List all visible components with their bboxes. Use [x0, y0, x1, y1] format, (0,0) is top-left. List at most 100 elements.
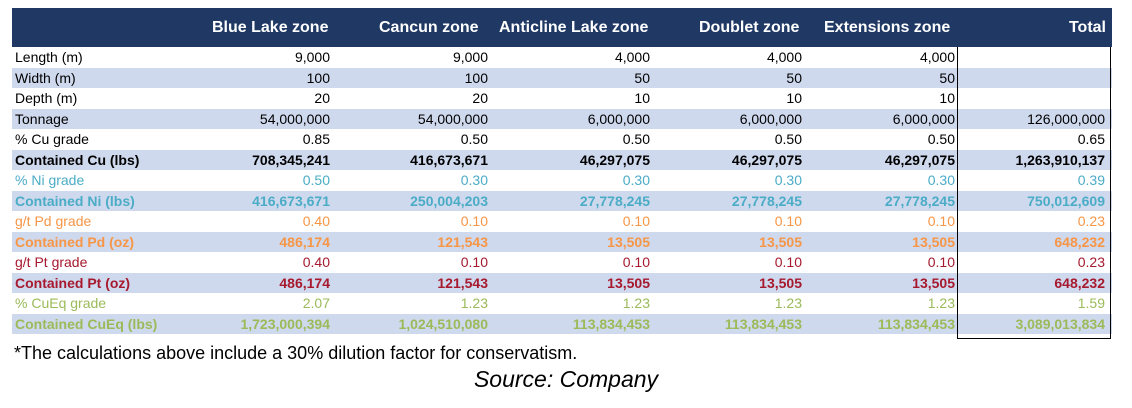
cell-anticline-lake: 0.50: [622, 131, 650, 147]
table-row: Width (m) 100 100 50 50 50: [12, 67, 1112, 88]
cell-cancun: 0.50: [460, 131, 488, 147]
cell-cancun: 121,543: [437, 233, 488, 250]
cell-cancun: 0.10: [460, 213, 488, 229]
cell-cancun: 54,000,000: [417, 110, 488, 127]
cell-doublet: 13,505: [759, 233, 802, 250]
row-label: % Cu grade: [15, 131, 89, 147]
cell-anticline-lake: 113,834,453: [572, 315, 650, 332]
cell-cancun: 0.30: [460, 172, 488, 188]
cell-total: 648,232: [1054, 274, 1105, 291]
row-label: g/t Pt grade: [15, 254, 88, 270]
table-row: Contained Cu (lbs) 708,345,241 416,673,671…: [12, 149, 1112, 170]
table-row: g/t Pt grade 0.40 0.10 0.10 0.10 0.10 0.23: [12, 252, 1112, 273]
header-cancun-zone: Cancun zone: [379, 19, 479, 36]
cell-anticline-lake: 6,000,000: [587, 110, 650, 127]
cell-blue-lake: 0.85: [302, 131, 330, 147]
cell-doublet: 1.23: [774, 295, 802, 311]
row-label: % CuEq grade: [15, 295, 107, 311]
cell-cancun: 100: [464, 69, 488, 86]
row-label: Depth (m): [15, 90, 78, 106]
cell-total: 0.65: [1077, 131, 1105, 147]
header-anticline-lake-zone: Anticline Lake zone: [499, 19, 649, 36]
cell-extensions: 10: [939, 90, 955, 106]
cell-extensions: 0.30: [927, 172, 955, 188]
cell-anticline-lake: 13,505: [607, 274, 650, 291]
cell-extensions: 6,000,000: [892, 110, 955, 127]
cell-total: 0.23: [1077, 254, 1105, 270]
table-row: Contained Ni (lbs) 416,673,671 250,004,203…: [12, 190, 1112, 211]
cell-extensions: 27,778,245: [884, 192, 955, 209]
cell-blue-lake: 1,723,000,394: [240, 315, 330, 332]
table-row: Length (m) 9,000 9,000 4,000 4,000 4,000: [12, 47, 1112, 68]
cell-doublet: 0.10: [774, 254, 802, 270]
table-row: Contained CuEq (lbs) 1,723,000,394 1,024,5…: [12, 313, 1112, 334]
row-label: Contained CuEq (lbs): [15, 315, 158, 332]
table-row: % Cu grade 0.85 0.50 0.50 0.50 0.50 0.65: [12, 129, 1112, 150]
cell-extensions: 50: [939, 69, 955, 86]
cell-blue-lake: 0.50: [302, 172, 330, 188]
cell-blue-lake: 100: [306, 69, 330, 86]
cell-cancun: 1.23: [460, 295, 488, 311]
table-row: g/t Pd grade 0.40 0.10 0.10 0.10 0.10 0.23: [12, 211, 1112, 232]
table-row: % CuEq grade 2.07 1.23 1.23 1.23 1.23 1.59: [12, 293, 1112, 314]
cell-anticline-lake: 27,778,245: [579, 192, 650, 209]
cell-total: 0.23: [1077, 213, 1105, 229]
footnote: *The calculations above include a 30% di…: [14, 343, 578, 363]
header-divider: [957, 47, 958, 86]
cell-total: 3,089,013,834: [1015, 315, 1105, 332]
cell-total: 1.59: [1077, 295, 1105, 311]
cell-cancun: 9,000: [452, 49, 488, 65]
cell-cancun: 0.10: [460, 254, 488, 270]
cell-doublet: 13,505: [759, 274, 802, 291]
cell-doublet: 0.10: [774, 213, 802, 229]
table-header-row: Blue Lake zone Cancun zone Anticline Lak…: [12, 8, 1112, 47]
cell-cancun: 20: [472, 90, 488, 106]
row-label: Contained Cu (lbs): [15, 151, 140, 168]
cell-anticline-lake: 0.10: [622, 254, 650, 270]
cell-blue-lake: 0.40: [302, 213, 330, 229]
cell-extensions: 1.23: [927, 295, 955, 311]
cell-cancun: 1,024,510,080: [398, 315, 488, 332]
cell-extensions: 0.10: [927, 254, 955, 270]
cell-anticline-lake: 10: [634, 90, 650, 106]
cell-blue-lake: 708,345,241: [252, 151, 330, 168]
cell-blue-lake: 486,174: [279, 274, 330, 291]
cell-blue-lake: 9,000: [294, 49, 330, 65]
cell-total: 126,000,000: [1027, 110, 1105, 127]
cell-extensions: 113,834,453: [877, 315, 955, 332]
row-label: Length (m): [15, 49, 83, 65]
source-caption: Source: Company: [473, 366, 659, 392]
cell-doublet: 27,778,245: [731, 192, 802, 209]
cell-doublet: 113,834,453: [724, 315, 802, 332]
cell-cancun: 121,543: [437, 274, 488, 291]
cell-blue-lake: 2.07: [302, 295, 330, 311]
cell-total: 648,232: [1054, 233, 1105, 250]
cell-blue-lake: 0.40: [302, 254, 330, 270]
header-extensions-zone: Extensions zone: [824, 19, 951, 36]
row-label: Width (m): [15, 69, 76, 86]
cell-anticline-lake: 0.10: [622, 213, 650, 229]
row-label: g/t Pd grade: [15, 213, 92, 229]
cell-extensions: 46,297,075: [884, 151, 955, 168]
cell-anticline-lake: 46,297,075: [579, 151, 650, 168]
row-label: Tonnage: [15, 110, 69, 127]
table-row: Contained Pd (oz) 486,174 121,543 13,505 13,…: [12, 231, 1112, 252]
cell-doublet: 4,000: [766, 49, 802, 65]
cell-extensions: 0.50: [927, 131, 955, 147]
cell-anticline-lake: 0.30: [622, 172, 650, 188]
cell-extensions: 13,505: [912, 274, 955, 291]
cell-doublet: 0.30: [774, 172, 802, 188]
table-row: % Ni grade 0.50 0.30 0.30 0.30 0.30 0.39: [12, 170, 1112, 191]
cell-total: 0.39: [1077, 172, 1105, 188]
cell-blue-lake: 54,000,000: [259, 110, 330, 127]
cell-doublet: 50: [786, 69, 802, 86]
cell-doublet: 6,000,000: [739, 110, 802, 127]
cell-blue-lake: 20: [314, 90, 330, 106]
cell-anticline-lake: 4,000: [614, 49, 650, 65]
resource-table: Blue Lake zone Cancun zone Anticline Lak…: [12, 8, 1112, 334]
cell-extensions: 4,000: [919, 49, 955, 65]
row-label: Contained Pd (oz): [15, 233, 134, 250]
cell-doublet: 10: [786, 90, 802, 106]
cell-anticline-lake: 1.23: [622, 295, 650, 311]
header-doublet-zone: Doublet zone: [699, 19, 800, 36]
